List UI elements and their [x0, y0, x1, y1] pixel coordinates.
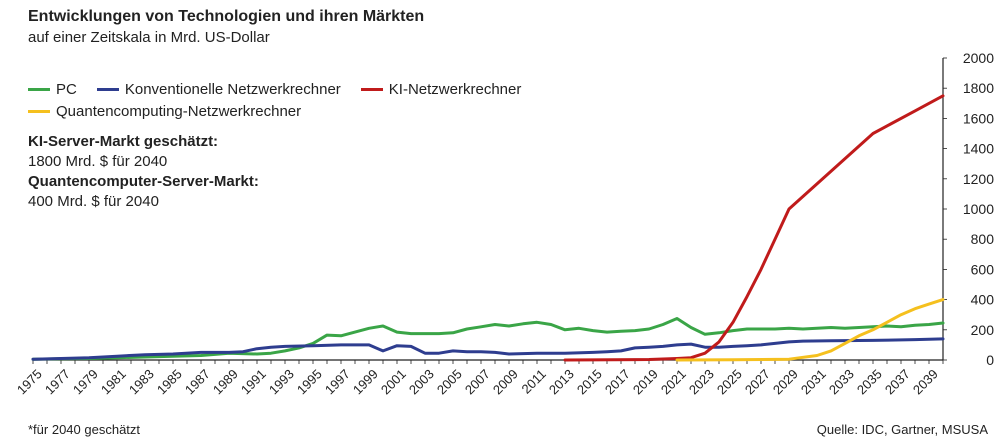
x-tick-label: 2011: [519, 366, 549, 396]
x-tick-label: 1981: [98, 366, 129, 397]
legend-swatch-conventional: [96, 87, 119, 91]
x-tick-label: 2007: [462, 366, 493, 397]
legend-swatch-pc: [28, 87, 50, 91]
y-tick-label: 400: [971, 292, 995, 308]
legend-label-conventional: Konventionelle Netzwerkrechner: [124, 80, 341, 98]
y-tick-label: 600: [971, 261, 995, 277]
chart-title: Entwicklungen von Technologien und ihren…: [28, 8, 425, 25]
x-tick-label: 2021: [658, 366, 689, 397]
x-tick-label: 2003: [406, 366, 437, 397]
legend-item-ai: KI-Netzwerkrechner: [360, 80, 522, 98]
y-tick-label: 0: [986, 352, 994, 368]
quantum-market-value: 400 Mrd. $ für 2040: [28, 193, 159, 210]
y-tick-label: 1200: [963, 171, 994, 187]
x-tick-label: 1983: [126, 366, 157, 397]
x-tick-label: 2017: [602, 366, 633, 397]
legend-label-quantum: Quantencomputing-Netzwerkrechner: [56, 102, 302, 120]
x-tick-label: 1999: [350, 366, 381, 397]
x-tick-label: 2025: [714, 366, 745, 397]
x-tick-label: 2033: [826, 366, 857, 397]
y-tick-label: 1800: [963, 80, 994, 96]
x-tick-label: 2013: [546, 366, 577, 397]
legend-label-ai: KI-Netzwerkrechner: [388, 80, 522, 98]
y-tick-label: 200: [971, 322, 995, 338]
footnote: *für 2040 geschätzt: [28, 422, 141, 437]
x-tick-label: 1975: [14, 366, 45, 397]
x-tick-label: 2037: [882, 366, 913, 397]
series-line-pc: [31, 317, 945, 361]
x-tick-label: 2001: [378, 366, 409, 397]
x-tick-label: 1993: [266, 366, 297, 397]
y-tick-label: 1600: [963, 110, 994, 126]
x-tick-label: 2005: [434, 366, 465, 397]
x-tick-label: 2031: [798, 366, 829, 397]
source-note: Quelle: IDC, Gartner, MSUSA: [816, 422, 988, 437]
y-tick-label: 800: [971, 231, 995, 247]
legend-swatch-ai: [360, 87, 383, 91]
series-line-conventional: [31, 337, 945, 361]
y-tick-label: 2000: [963, 50, 994, 66]
x-tick-label: 1995: [294, 366, 325, 397]
y-tick-label: 1000: [963, 201, 994, 217]
x-tick-label: 2009: [490, 366, 521, 397]
x-tick-label: 2015: [574, 366, 605, 397]
y-tick-label: 1400: [963, 141, 994, 157]
legend: PC Konventionelle Netzwerkrechner KI-Net…: [28, 78, 541, 122]
x-tick-label: 1985: [154, 366, 185, 397]
x-tick-label: 1977: [42, 366, 73, 397]
x-tick-label: 1979: [70, 366, 101, 397]
legend-item-quantum: Quantencomputing-Netzwerkrechner: [28, 103, 301, 120]
x-tick-label: 2035: [854, 366, 885, 397]
legend-item-pc: PC: [28, 81, 77, 98]
x-tick-label: 2027: [742, 366, 773, 397]
legend-label-pc: PC: [56, 80, 77, 98]
chart-subtitle: auf einer Zeitskala in Mrd. US-Dollar: [28, 29, 270, 46]
legend-swatch-quantum: [28, 109, 50, 113]
annotation-block: KI-Server-Markt geschätzt: 1800 Mrd. $ f…: [28, 132, 259, 212]
x-tick-label: 2029: [770, 366, 801, 397]
x-tick-label: 2019: [630, 366, 661, 397]
x-tick-label: 1997: [322, 366, 353, 397]
quantum-market-heading: Quantencomputer-Server-Markt:: [28, 173, 259, 190]
x-tick-label: 1989: [210, 366, 241, 397]
legend-item-conventional: Konventionelle Netzwerkrechner: [96, 80, 341, 98]
x-tick-label: 1991: [238, 366, 269, 397]
x-tick-label: 2023: [686, 366, 717, 397]
x-tick-label: 1987: [182, 366, 213, 397]
ai-market-heading: KI-Server-Markt geschätzt:: [28, 133, 219, 150]
series-line-quantum: [675, 298, 945, 362]
ai-market-value: 1800 Mrd. $ für 2040: [28, 153, 168, 170]
x-tick-label: 2039: [910, 366, 941, 397]
series-line-ai: [563, 94, 945, 362]
